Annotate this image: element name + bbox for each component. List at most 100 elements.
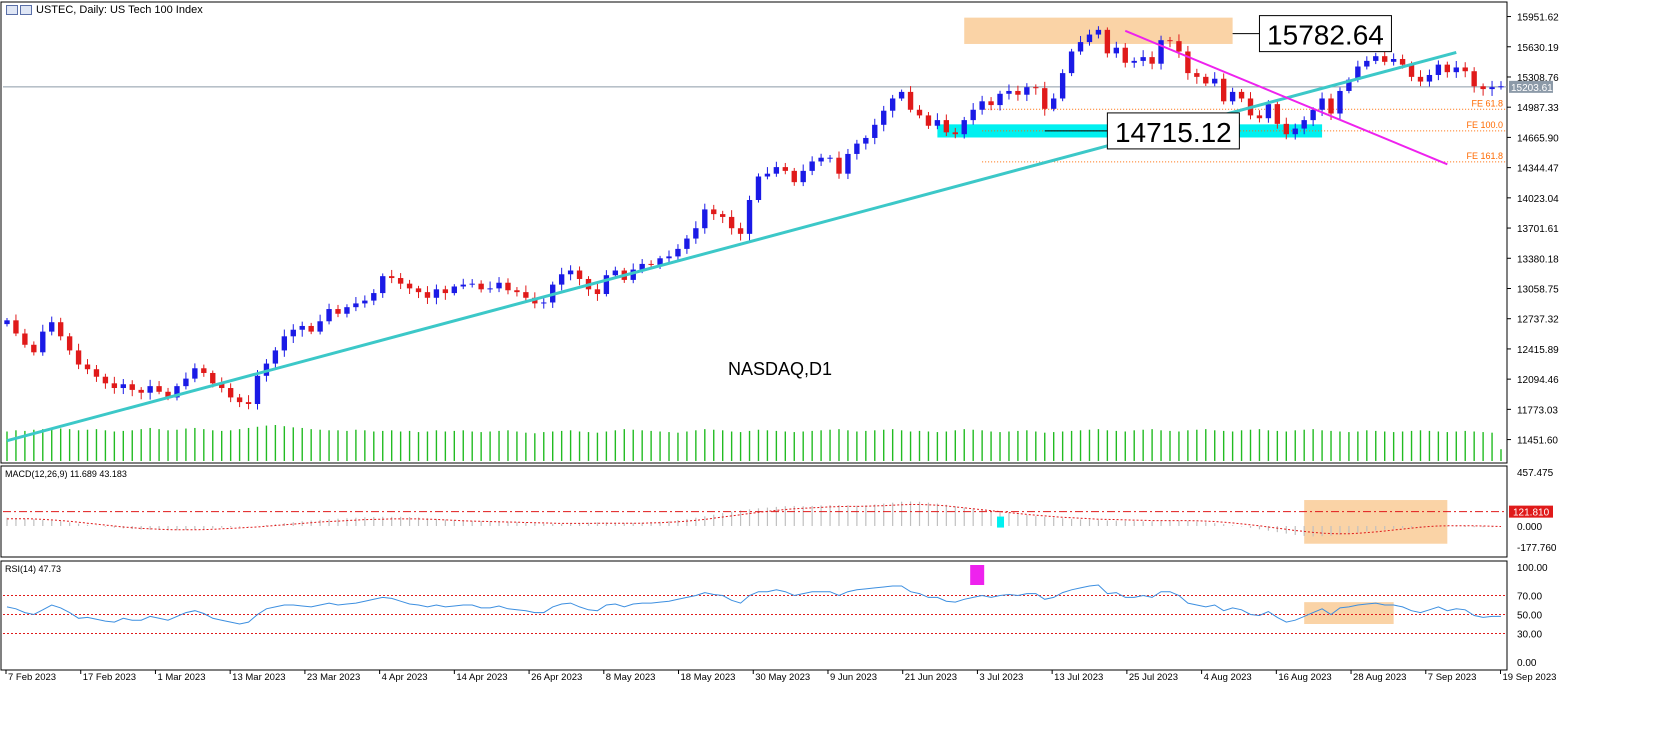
- candle-body: [746, 200, 753, 234]
- date-label: 13 Mar 2023: [232, 672, 285, 683]
- candle-body: [997, 93, 1003, 106]
- candle-body: [111, 383, 118, 389]
- candle-body: [353, 303, 359, 308]
- macd-cyan-marker: [997, 516, 1005, 528]
- candle-body: [1382, 56, 1388, 62]
- candle-body: [737, 228, 744, 234]
- rsi-axis-label: 70.00: [1517, 592, 1542, 603]
- date-label: 13 Jul 2023: [1054, 672, 1103, 683]
- candle-body: [415, 288, 422, 293]
- candle-body: [898, 91, 905, 99]
- candle-body: [84, 364, 91, 370]
- macd-level-label: 121.810: [1513, 508, 1550, 519]
- date-label: 1 Mar 2023: [157, 672, 205, 683]
- candle-body: [1399, 59, 1406, 65]
- price-axis-label: 15951.62: [1517, 13, 1559, 24]
- macd-title: MACD(12,26,9) 11.689 43.183: [5, 469, 127, 479]
- candle-body: [1104, 29, 1111, 54]
- high-label: 15782.64: [1267, 20, 1384, 51]
- candle-body: [639, 263, 645, 270]
- date-label: 18 May 2023: [681, 672, 736, 683]
- candle-body: [720, 214, 726, 217]
- candle-body: [979, 101, 985, 110]
- rsi-title: RSI(14) 47.73: [5, 564, 61, 574]
- chart-icon[interactable]: [6, 5, 18, 15]
- candle-body: [1122, 47, 1128, 63]
- candle-body: [57, 322, 64, 337]
- high-label-box: [1258, 15, 1392, 53]
- candle-body: [711, 209, 717, 215]
- candle-body: [1265, 104, 1272, 119]
- date-label: 3 Jul 2023: [979, 672, 1023, 683]
- candle-body: [961, 120, 967, 135]
- date-label: 7 Sep 2023: [1428, 672, 1477, 683]
- candle-body: [487, 288, 493, 290]
- date-label: 7 Feb 2023: [8, 672, 56, 683]
- rsi-axis-label: 100.00: [1517, 563, 1548, 574]
- candle-body: [1301, 120, 1307, 129]
- candle-body: [75, 350, 82, 365]
- candle-body: [1042, 88, 1048, 109]
- price-axis-label: 11451.60: [1517, 436, 1558, 447]
- candle-body: [380, 276, 386, 294]
- candle-body: [442, 289, 449, 294]
- candle-body: [1059, 73, 1066, 99]
- price-axis-label: 13701.61: [1517, 224, 1559, 235]
- candle-body: [1283, 123, 1289, 135]
- candle-body: [773, 167, 780, 174]
- candle-body: [1015, 90, 1021, 95]
- candle-body: [809, 161, 815, 171]
- rsi-highlight-zone: [1304, 602, 1394, 624]
- candle-body: [1113, 47, 1120, 54]
- candle-body: [889, 98, 896, 111]
- candle-body: [1498, 86, 1504, 88]
- candle-body: [1417, 76, 1424, 82]
- candle-body: [693, 228, 699, 239]
- fe-label: FE 61.8: [1471, 98, 1503, 108]
- candle-body: [362, 300, 368, 304]
- candle-body: [1355, 66, 1361, 80]
- candle-body: [344, 307, 350, 314]
- candle-body: [934, 120, 941, 126]
- candle-body: [925, 115, 932, 126]
- candle-body: [505, 282, 511, 291]
- macd-axis-label: -177.760: [1517, 543, 1557, 554]
- watermark-label: NASDAQ,D1: [728, 359, 832, 379]
- candle-body: [836, 157, 842, 174]
- candle-body: [219, 383, 225, 389]
- candle-body: [603, 275, 610, 295]
- candle-body: [558, 274, 565, 285]
- chart-title-bar: USTEC, Daily: US Tech 100 Index: [6, 4, 203, 16]
- candle-body: [666, 256, 672, 259]
- candle-body: [1319, 98, 1325, 110]
- fe-label: FE 100.0: [1466, 120, 1503, 130]
- candle-body: [388, 276, 395, 279]
- candle-body: [1292, 128, 1298, 135]
- price-axis-label: 11773.03: [1517, 405, 1558, 416]
- candle-body: [40, 331, 46, 353]
- candle-body: [567, 270, 574, 275]
- candle-body: [281, 336, 288, 351]
- rsi-axis-label: 30.00: [1517, 630, 1542, 641]
- candle-body: [1426, 74, 1433, 82]
- date-label: 4 Aug 2023: [1204, 672, 1252, 683]
- candle-body: [854, 143, 860, 154]
- candle-body: [1068, 51, 1075, 74]
- low-label-box: [1106, 112, 1240, 150]
- restore-icon[interactable]: [20, 5, 32, 15]
- candle-body: [129, 384, 135, 390]
- date-label: 4 Apr 2023: [382, 672, 428, 683]
- window-control-icons[interactable]: [6, 5, 32, 15]
- candle-body: [1212, 78, 1218, 84]
- candle-body: [684, 238, 690, 249]
- candle-body: [1328, 98, 1334, 114]
- rsi-axis-label: 0.00: [1517, 658, 1537, 669]
- candle-body: [1274, 104, 1281, 124]
- candle-body: [1364, 60, 1370, 67]
- candle-body: [22, 333, 28, 345]
- candle-body: [433, 289, 440, 298]
- candle-body: [943, 120, 950, 133]
- candle-body: [800, 170, 806, 183]
- price-axis-label: 15308.76: [1517, 73, 1559, 84]
